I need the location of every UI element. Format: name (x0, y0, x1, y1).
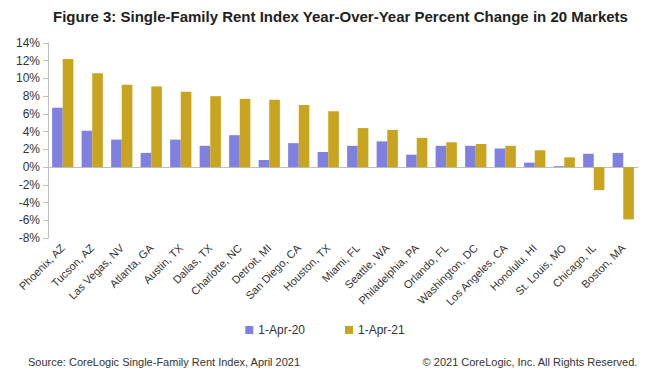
svg-text:Philadelphia, PA: Philadelphia, PA (356, 241, 421, 307)
svg-text:2%: 2% (23, 142, 41, 156)
svg-text:10%: 10% (16, 71, 40, 85)
svg-text:Tucson, AZ: Tucson, AZ (49, 241, 97, 290)
svg-text:Boston, MA: Boston, MA (579, 241, 628, 290)
svg-text:San Diego, CA: San Diego, CA (243, 241, 303, 302)
svg-text:8%: 8% (23, 89, 41, 103)
svg-text:4%: 4% (23, 125, 41, 139)
svg-text:Source: CoreLogic Single-Famil: Source: CoreLogic Single-Family Rent Ind… (28, 356, 300, 368)
svg-text:Figure 3: Single-Family Rent I: Figure 3: Single-Family Rent Index Year-… (53, 8, 628, 25)
svg-text:Charlotte, NC: Charlotte, NC (188, 242, 244, 298)
svg-text:Seattle, WA: Seattle, WA (342, 241, 392, 291)
svg-text:Dallas, TX: Dallas, TX (170, 241, 215, 286)
svg-text:-2%: -2% (19, 178, 41, 192)
svg-text:Orlando, FL: Orlando, FL (401, 241, 451, 292)
svg-text:-4%: -4% (19, 196, 41, 210)
svg-text:Honolulu, HI: Honolulu, HI (487, 241, 539, 293)
svg-text:Washington, DC: Washington, DC (415, 241, 480, 307)
svg-text:Houston, TX: Houston, TX (281, 241, 333, 293)
svg-text:1-Apr-20: 1-Apr-20 (258, 323, 305, 337)
svg-text:6%: 6% (23, 107, 41, 121)
svg-text:Austin, TX: Austin, TX (140, 241, 185, 286)
svg-text:12%: 12% (16, 54, 40, 68)
svg-text:© 2021 CoreLogic, Inc. All Rig: © 2021 CoreLogic, Inc. All Rights Reserv… (423, 356, 638, 368)
svg-text:Miami, FL: Miami, FL (319, 241, 362, 285)
svg-text:Phoenix, AZ: Phoenix, AZ (16, 241, 67, 293)
svg-text:Detroit, MI: Detroit, MI (229, 241, 274, 287)
svg-text:-6%: -6% (19, 213, 41, 227)
svg-text:Atlanta, GA: Atlanta, GA (107, 241, 156, 290)
svg-text:Las Vegas, NV: Las Vegas, NV (66, 241, 126, 302)
svg-text:0%: 0% (23, 160, 41, 174)
svg-text:1-Apr-21: 1-Apr-21 (358, 323, 405, 337)
svg-text:Chicago, IL: Chicago, IL (550, 241, 598, 290)
svg-text:14%: 14% (16, 36, 40, 50)
svg-text:St. Louis, MO: St. Louis, MO (513, 241, 569, 297)
svg-text:Los Angeles, CA: Los Angeles, CA (443, 241, 510, 308)
svg-text:-8%: -8% (19, 231, 41, 245)
